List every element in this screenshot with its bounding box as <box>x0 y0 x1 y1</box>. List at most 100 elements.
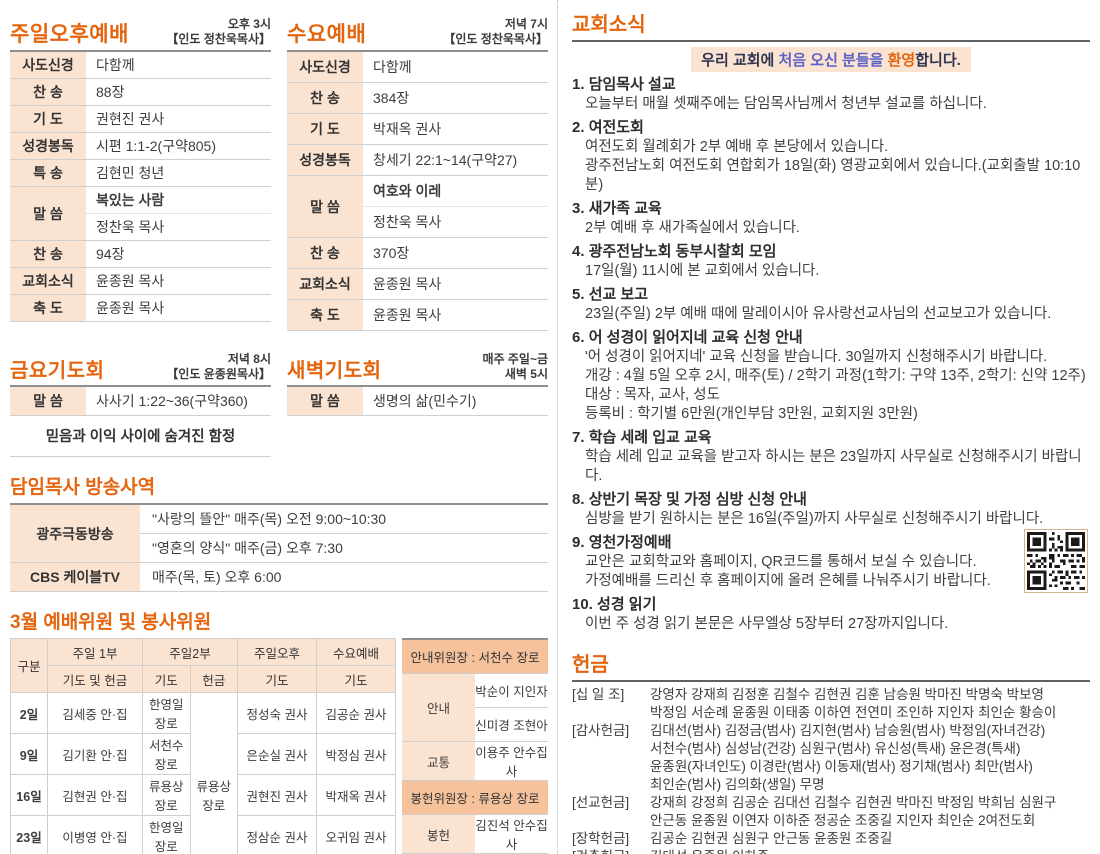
cell: 김세중 안·집 <box>47 692 143 734</box>
service-time-leader: 저녁 7시 【인도 정찬욱목사】 <box>443 17 548 48</box>
col-header: 기도 및 헌금 <box>47 665 143 693</box>
row-label: 교회소식 <box>287 268 363 300</box>
row-label: 사도신경 <box>287 51 363 83</box>
item-number: 5. <box>572 286 585 303</box>
row-label: 말 씀 <box>287 386 363 416</box>
row-value: 윤종원 목사 <box>86 267 271 295</box>
day-cell: 16일 <box>10 774 48 816</box>
col-header: 수요예배 <box>316 638 396 666</box>
section-title-broadcast: 담임목사 방송사역 <box>10 477 156 498</box>
item-line: 대상 : 목자, 교사, 성도 <box>585 387 720 403</box>
row-label: 축 도 <box>287 299 363 331</box>
item-title: 담임목사 설교 <box>588 76 676 93</box>
table-row: 성경봉독 시편 1:1-2(구약805) <box>10 132 271 160</box>
row-label: 축 도 <box>10 294 86 322</box>
item-line: 심방을 받기 원하시는 분은 16일(주일)까지 사무실로 신청해주시기 바랍니… <box>585 511 1044 527</box>
table-row: 23일 이병영 안·집 한영일 장로 정삼순 권사 오귀임 권사 <box>10 815 396 854</box>
item-title: 새가족 교육 <box>588 200 662 217</box>
section-title-church-news: 교회소식 <box>572 8 1090 42</box>
item-title: 광주전남노회 동부시찰회 모임 <box>588 243 777 260</box>
sermon-title: 여호와 이레 <box>363 175 548 207</box>
row-value: 384장 <box>363 82 548 114</box>
offering-names-line: 서천수(범사) 심성남(건강) 심원구(범사) 유신성(특새) 윤은경(특새) <box>650 741 1021 756</box>
row-value: 윤종원 목사 <box>363 299 548 331</box>
col-header: 기도 <box>142 665 191 693</box>
row-value: 권현진 권사 <box>86 105 271 133</box>
table-row: 사도신경 다함께 <box>10 51 271 79</box>
service-header: 주일오후예배 오후 3시 【인도 정찬욱목사】 <box>10 8 271 48</box>
service-time-leader: 저녁 8시 【인도 윤종원목사】 <box>166 352 271 383</box>
item-line: 오늘부터 매월 셋째주에는 담임목사님께서 청년부 설교를 하십니다. <box>585 96 987 112</box>
row-value: 88장 <box>86 78 271 106</box>
row-label: 광주극동방송 <box>10 504 140 563</box>
news-item: 8. 상반기 목장 및 가정 심방 신청 안내 심방을 받기 원하시는 분은 1… <box>572 490 1090 529</box>
welcome-accent: 환영 <box>887 52 916 69</box>
table-row: 신미경 조현아 <box>402 707 548 742</box>
section-title-offering: 헌금 <box>572 648 1090 682</box>
service-leader: 【인도 윤종원목사】 <box>166 367 271 382</box>
row-label: 교통 <box>402 741 475 781</box>
table-row: 안내위원장 : 서천수 장로 <box>402 639 548 674</box>
row-label: 말 씀 <box>287 175 363 238</box>
item-line: 학습 세례 입교 교육을 받고자 하시는 분은 23일까지 사무실로 신청해주시… <box>585 449 1082 484</box>
item-title: 성경 읽기 <box>597 596 657 613</box>
table-row: 축 도 윤종원 목사 <box>287 299 548 331</box>
sermon-title: 복있는 사람 <box>86 186 271 214</box>
item-title: 여전도회 <box>588 119 644 136</box>
table-row: 9일 김기환 안·집 서천수 장로 은순실 권사 박정심 권사 <box>10 733 396 775</box>
offering-names-line: 윤종원(자녀인도) 이경란(범사) 이동재(범사) 정기채(범사) 최만(범사) <box>650 759 1033 774</box>
ushers-table: 안내위원장 : 서천수 장로 안내 박순이 지인자 신미경 조현아 교통 이용주 안… <box>402 638 548 854</box>
usher-chair-row: 안내위원장 : 서천수 장로 <box>402 639 548 674</box>
offering-list: [십 일 조] 강영자 강재희 김정훈 김철수 김현권 김훈 남승원 박마진 박… <box>572 686 1090 854</box>
row-value: 김현민 청년 <box>86 159 271 187</box>
row-value: 윤종원 목사 <box>363 268 548 300</box>
table-row: 찬 송 88장 <box>10 78 271 106</box>
col-header: 헌금 <box>189 665 238 693</box>
cell: 박순이 지인자 <box>475 673 548 708</box>
news-item-with-qr: 9. 영천가정예배 교안은 교회학교와 홈페이지, QR코드를 통해서 보실 수… <box>572 529 1090 593</box>
service-time: 저녁 8시 <box>227 351 271 366</box>
item-line: 등록비 : 학기별 6만원(개인부담 3만원, 교회지원 3만원) <box>585 406 918 422</box>
item-line: 17일(월) 11시에 본 교회에서 있습니다. <box>585 263 820 279</box>
section-title-friday-prayer: 금요기도회 <box>10 360 105 382</box>
row-value: 창세기 22:1~14(구약27) <box>363 144 548 176</box>
item-title: 학습 세례 입교 교육 <box>588 429 712 446</box>
wednesday-table: 사도신경 다함께 찬 송 384장 기 도 박재옥 권사 성경봉독 창세기 22:1~1… <box>287 50 548 331</box>
service-header: 금요기도회 저녁 8시 【인도 윤종원목사】 <box>10 343 271 383</box>
news-list: 1. 담임목사 설교 오늘부터 매월 셋째주에는 담임목사님께서 청년부 설교를… <box>572 75 1090 634</box>
item-number: 3. <box>572 200 585 217</box>
offering-names-line: 김대선 윤종원 이하준 <box>650 848 1090 854</box>
col-header: 주일2부 <box>142 638 238 666</box>
row-label: 말 씀 <box>10 386 86 416</box>
col-header: 기도 <box>237 665 317 693</box>
row-value: 박재옥 권사 <box>363 113 548 145</box>
table-row: 특 송 김현민 청년 <box>10 159 271 187</box>
offering-chair-row: 봉헌위원장 : 류용상 장로 <box>402 780 548 815</box>
offering-label: [장학헌금] <box>572 831 630 846</box>
sunday-afternoon-table: 사도신경 다함께 찬 송 88장 기 도 권현진 권사 성경봉독 시편 1:1-2(구약… <box>10 50 271 322</box>
col-header: 주일오후 <box>237 638 317 666</box>
item-line: 개강 : 4월 5일 오후 2시, 매주(토) / 2학기 과정(1학기: 구약… <box>585 368 1086 384</box>
offering-names-line: 최인순(범사) 김의화(생일) 무명 <box>650 777 825 792</box>
table-row: 축 도 윤종원 목사 <box>10 294 271 322</box>
col-header: 주일 1부 <box>47 638 143 666</box>
row-label: 찬 송 <box>10 78 86 106</box>
row-label: 기 도 <box>10 105 86 133</box>
day-cell: 2일 <box>10 692 48 734</box>
service-header: 새벽기도회 매주 주일~금 새벽 5시 <box>287 343 548 383</box>
row-label: 봉헌 <box>402 814 475 854</box>
day-cell: 23일 <box>10 815 48 854</box>
news-item: 10. 성경 읽기 이번 주 성경 읽기 본문은 사무엘상 5장부터 27장까지… <box>572 595 1090 634</box>
row-label: 말 씀 <box>10 186 86 241</box>
row-label: CBS 케이블TV <box>10 562 140 592</box>
table-row: 교회소식 윤종원 목사 <box>287 268 548 300</box>
col-header: 기도 <box>316 665 396 693</box>
worship-tables-row: 주일오후예배 오후 3시 【인도 정찬욱목사】 사도신경 다함께 찬 송 88장 기… <box>10 8 548 331</box>
table-row: CBS 케이블TV 매주(목, 토) 오후 6:00 <box>10 562 548 592</box>
item-number: 1. <box>572 76 585 93</box>
offering-names-line: 강재희 강정희 김공순 김대선 김철수 김현권 박마진 박정임 박희님 심원구 <box>650 795 1057 810</box>
item-line: 23일(주일) 2부 예배 때에 말레이시아 유사랑선교사님의 선교보고가 있습… <box>585 306 1052 322</box>
cell: 은순실 권사 <box>237 733 317 775</box>
broadcast-program-2: "영혼의 양식" 매주(금) 오후 7:30 <box>140 533 548 563</box>
